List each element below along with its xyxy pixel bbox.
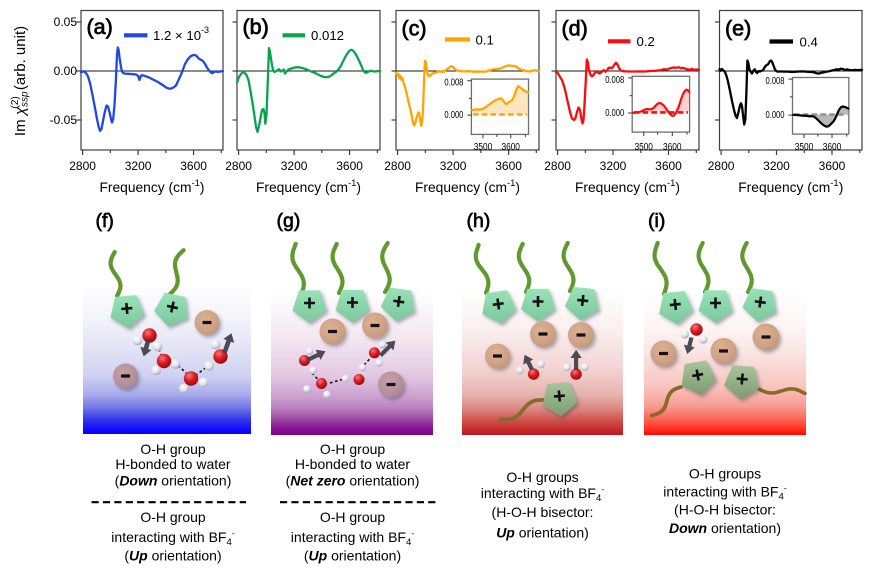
svg-text:3600: 3600 xyxy=(819,159,846,173)
svg-text:3600: 3600 xyxy=(501,142,520,153)
svg-text:2800: 2800 xyxy=(225,159,252,173)
svg-text:3500: 3500 xyxy=(634,142,653,153)
svg-text:(d): (d) xyxy=(562,17,588,41)
svg-text:2800: 2800 xyxy=(708,159,735,173)
svg-text:(a): (a) xyxy=(87,15,113,39)
svg-text:(Net zero orientation): (Net zero orientation) xyxy=(286,472,420,488)
svg-text:3500: 3500 xyxy=(795,142,814,153)
svg-text:3600: 3600 xyxy=(336,159,363,173)
svg-text:(g): (g) xyxy=(277,210,301,232)
svg-text:O-H group: O-H group xyxy=(320,509,386,525)
svg-text:interacting with BF4-: interacting with BF4- xyxy=(111,528,235,548)
svg-text:Down orientation): Down orientation) xyxy=(669,520,781,536)
svg-text:(f): (f) xyxy=(96,210,114,232)
svg-text:3200: 3200 xyxy=(600,159,627,173)
svg-text:(H-O-H bisector:: (H-O-H bisector: xyxy=(674,501,776,517)
svg-text:(Up orientation): (Up orientation) xyxy=(304,548,401,564)
svg-text:0.4: 0.4 xyxy=(800,34,818,49)
svg-text:Frequency (cm-1): Frequency (cm-1) xyxy=(738,178,843,195)
svg-text:(Up orientation): (Up orientation) xyxy=(124,548,221,564)
svg-text:0.008: 0.008 xyxy=(605,75,624,86)
svg-text:3500: 3500 xyxy=(474,142,493,153)
svg-text:(e): (e) xyxy=(725,17,751,41)
svg-text:(b): (b) xyxy=(243,15,269,39)
svg-text:0.012: 0.012 xyxy=(311,28,344,43)
svg-text:3600: 3600 xyxy=(663,142,682,153)
svg-text:3600: 3600 xyxy=(495,159,522,173)
svg-text:2800: 2800 xyxy=(384,159,411,173)
svg-text:0.000: 0.000 xyxy=(605,108,624,119)
svg-text:interacting with BF4-: interacting with BF4- xyxy=(291,528,415,548)
svg-text:H-bonded to water: H-bonded to water xyxy=(115,456,231,472)
svg-text:2800: 2800 xyxy=(544,159,571,173)
svg-text:0.2: 0.2 xyxy=(637,34,655,49)
svg-text:3600: 3600 xyxy=(180,159,207,173)
svg-text:-0.05: -0.05 xyxy=(50,113,78,127)
svg-text:interacting with BF4-: interacting with BF4- xyxy=(481,484,605,504)
svg-text:O-H groups: O-H groups xyxy=(506,469,578,485)
svg-text:H-bonded to water: H-bonded to water xyxy=(295,456,411,472)
svg-text:Frequency (cm-1): Frequency (cm-1) xyxy=(99,178,204,195)
svg-text:Frequency (cm-1): Frequency (cm-1) xyxy=(575,178,680,195)
svg-text:0.05: 0.05 xyxy=(54,15,78,29)
svg-text:Im χssp(2) (arb. unit): Im χssp(2) (arb. unit) xyxy=(10,26,31,136)
svg-text:2800: 2800 xyxy=(69,159,96,173)
svg-text:0.000: 0.000 xyxy=(444,110,463,121)
svg-text:(H-O-H bisector:: (H-O-H bisector: xyxy=(492,504,594,520)
svg-text:3200: 3200 xyxy=(440,159,467,173)
svg-text:3200: 3200 xyxy=(281,159,308,173)
svg-text:0.008: 0.008 xyxy=(766,76,785,87)
svg-text:interacting with BF4-: interacting with BF4- xyxy=(663,482,787,502)
svg-text:O-H group: O-H group xyxy=(140,509,206,525)
svg-text:Frequency (cm-1): Frequency (cm-1) xyxy=(415,178,520,195)
svg-text:O-H groups: O-H groups xyxy=(689,465,761,481)
svg-text:(h): (h) xyxy=(467,210,491,232)
svg-text:(c): (c) xyxy=(402,17,427,41)
svg-text:3600: 3600 xyxy=(823,142,842,153)
svg-text:3200: 3200 xyxy=(763,159,790,173)
svg-text:0.008: 0.008 xyxy=(444,78,463,89)
svg-text:0.000: 0.000 xyxy=(766,110,785,121)
svg-text:Up orientation): Up orientation) xyxy=(496,524,589,540)
svg-text:0.00: 0.00 xyxy=(54,64,78,78)
svg-text:Frequency (cm-1): Frequency (cm-1) xyxy=(256,178,361,195)
svg-text:3600: 3600 xyxy=(655,159,682,173)
svg-text:3200: 3200 xyxy=(125,159,152,173)
svg-text:0.1: 0.1 xyxy=(476,32,494,47)
svg-text:(Down orientation): (Down orientation) xyxy=(115,472,232,488)
svg-text:(i): (i) xyxy=(648,210,665,232)
svg-text:O-H group: O-H group xyxy=(320,441,386,457)
svg-text:O-H group: O-H group xyxy=(140,441,206,457)
svg-text:1.2 × 10-3: 1.2 × 10-3 xyxy=(153,25,209,43)
